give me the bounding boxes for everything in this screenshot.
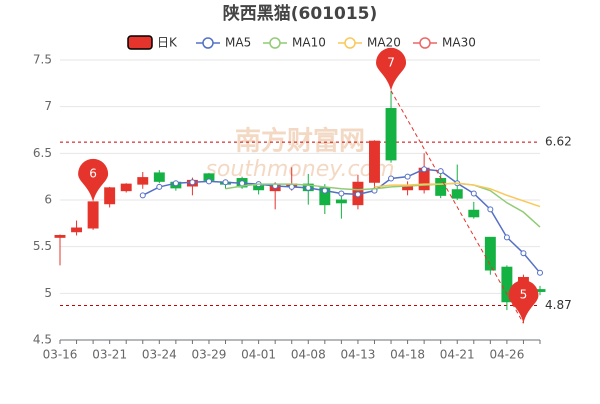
y-tick-label: 7	[44, 99, 52, 113]
ma-line	[142, 168, 541, 274]
candle-body	[71, 227, 83, 233]
legend-label: MA30	[442, 36, 476, 50]
y-tick-label: 5	[44, 286, 52, 300]
legend-swatch	[202, 37, 214, 49]
trend-line	[390, 90, 524, 324]
legend-swatch	[127, 35, 153, 50]
x-tick-label: 04-26	[489, 348, 524, 362]
mark-pin	[508, 280, 539, 324]
legend-swatch	[419, 37, 431, 49]
mark-pin-label: 7	[387, 55, 395, 69]
x-tick-label: 03-29	[192, 348, 227, 362]
y-tick-label: 7.5	[33, 53, 52, 67]
x-tick-label: 03-24	[142, 348, 177, 362]
x-tick-label: 04-01	[241, 348, 276, 362]
ma-point	[288, 183, 295, 190]
legend-label: MA10	[292, 36, 326, 50]
candle-body	[484, 236, 496, 271]
y-tick-label: 5.5	[33, 239, 52, 253]
candle-body	[385, 108, 397, 161]
mark-pin	[376, 47, 407, 91]
ma-line	[374, 182, 541, 208]
x-tick-label: 04-18	[390, 348, 425, 362]
legend-swatch	[269, 37, 281, 49]
watermark: southmoney.com	[205, 157, 394, 182]
candle-body	[435, 178, 447, 196]
y-tick-label: 6	[44, 193, 52, 207]
candle-body	[54, 234, 66, 238]
candle-body	[153, 172, 165, 182]
ma-point	[520, 250, 527, 257]
ma-point	[421, 166, 428, 173]
mark-line-label: 4.87	[545, 298, 572, 312]
mark-pin-label: 5	[520, 288, 528, 302]
legend-label: MA20	[367, 36, 401, 50]
ma-point	[354, 191, 361, 198]
ma-point	[537, 269, 543, 276]
candle-body	[120, 183, 132, 192]
watermark: 南方财富网	[235, 126, 365, 157]
candle-body	[87, 201, 99, 229]
mark-line-label: 6.62	[545, 135, 572, 149]
y-tick-label: 6.5	[33, 146, 52, 160]
x-tick-label: 04-08	[291, 348, 326, 362]
ma-point	[470, 190, 477, 197]
ma-point	[437, 168, 444, 175]
ma-point	[172, 180, 179, 187]
ma-point	[503, 234, 510, 241]
candle-body	[137, 177, 149, 185]
x-tick-label: 04-21	[440, 348, 475, 362]
ma-point	[321, 187, 328, 194]
ma-point	[222, 179, 229, 186]
legend-label: 日K	[157, 36, 178, 50]
ma-point	[487, 206, 494, 213]
ma-point	[189, 179, 196, 186]
x-tick-label: 04-13	[340, 348, 375, 362]
ma-point	[239, 180, 246, 187]
x-tick-label: 03-21	[92, 348, 127, 362]
candle-body	[369, 140, 380, 183]
mark-pin-label: 6	[89, 166, 97, 180]
candle-body	[501, 266, 513, 303]
ma-point	[388, 175, 395, 182]
legend-swatch	[344, 37, 356, 49]
ma-point	[404, 173, 411, 180]
y-tick-label: 4.5	[33, 333, 52, 347]
ma-point	[305, 184, 312, 191]
mark-pin	[78, 158, 109, 202]
candle-body	[104, 187, 116, 205]
legend-label: MA5	[225, 36, 251, 50]
candle-body	[335, 199, 347, 204]
ma-point	[156, 183, 163, 190]
ma-point	[205, 178, 212, 185]
candle-body	[468, 209, 480, 218]
candle-body	[451, 189, 463, 199]
ma-point	[338, 190, 345, 197]
ma-point	[139, 192, 146, 199]
ma-line	[225, 182, 541, 228]
chart-title: 陕西黑猫(601015)	[223, 3, 378, 24]
x-tick-label: 03-16	[43, 348, 78, 362]
legend: 日K MA5 MA10 MA20 MA30	[127, 35, 476, 50]
